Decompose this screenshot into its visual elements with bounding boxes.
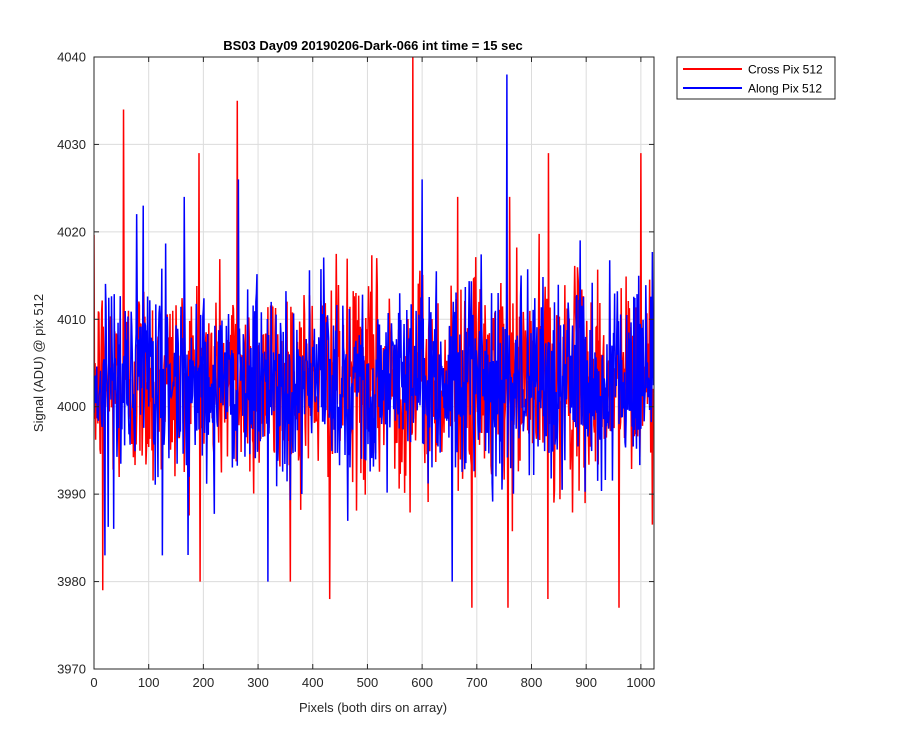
x-tick-label: 600 [411, 675, 433, 690]
series-line-along [94, 74, 654, 582]
x-tick-label: 800 [521, 675, 543, 690]
x-tick-label: 1000 [626, 675, 655, 690]
legend: Cross Pix 512 Along Pix 512 [676, 56, 836, 100]
y-tick-label: 4020 [57, 224, 86, 239]
x-tick-label: 500 [357, 675, 379, 690]
y-tick-label: 4010 [57, 312, 86, 327]
x-tick-label: 300 [247, 675, 269, 690]
x-tick-label: 700 [466, 675, 488, 690]
chart-title: BS03 Day09 20190206-Dark-066 int time = … [223, 38, 523, 53]
legend-label-along: Along Pix 512 [748, 82, 822, 96]
legend-box [676, 56, 836, 100]
y-tick-label: 4040 [57, 50, 86, 65]
plot-frame [93, 56, 655, 670]
legend-label-cross: Cross Pix 512 [748, 63, 823, 77]
ticks [93, 56, 654, 670]
y-axis-title: Signal (ADU) @ pix 512 [31, 294, 46, 432]
y-tick-label: 3980 [57, 574, 86, 589]
x-axis-title: Pixels (both dirs on array) [299, 700, 447, 715]
y-tick-label: 3990 [57, 487, 86, 502]
y-tick-label: 4030 [57, 137, 86, 152]
x-tick-label: 900 [575, 675, 597, 690]
y-tick-label: 4000 [57, 399, 86, 414]
x-tick-label: 0 [90, 675, 97, 690]
x-tick-label: 400 [302, 675, 324, 690]
x-tick-label: 200 [193, 675, 215, 690]
tick-labels: 0 100 200 300 400 500 600 700 800 900 1000 3970 3980… [57, 50, 655, 691]
x-tick-label: 100 [138, 675, 160, 690]
y-tick-label: 3970 [57, 662, 86, 677]
series-layer [94, 57, 654, 608]
